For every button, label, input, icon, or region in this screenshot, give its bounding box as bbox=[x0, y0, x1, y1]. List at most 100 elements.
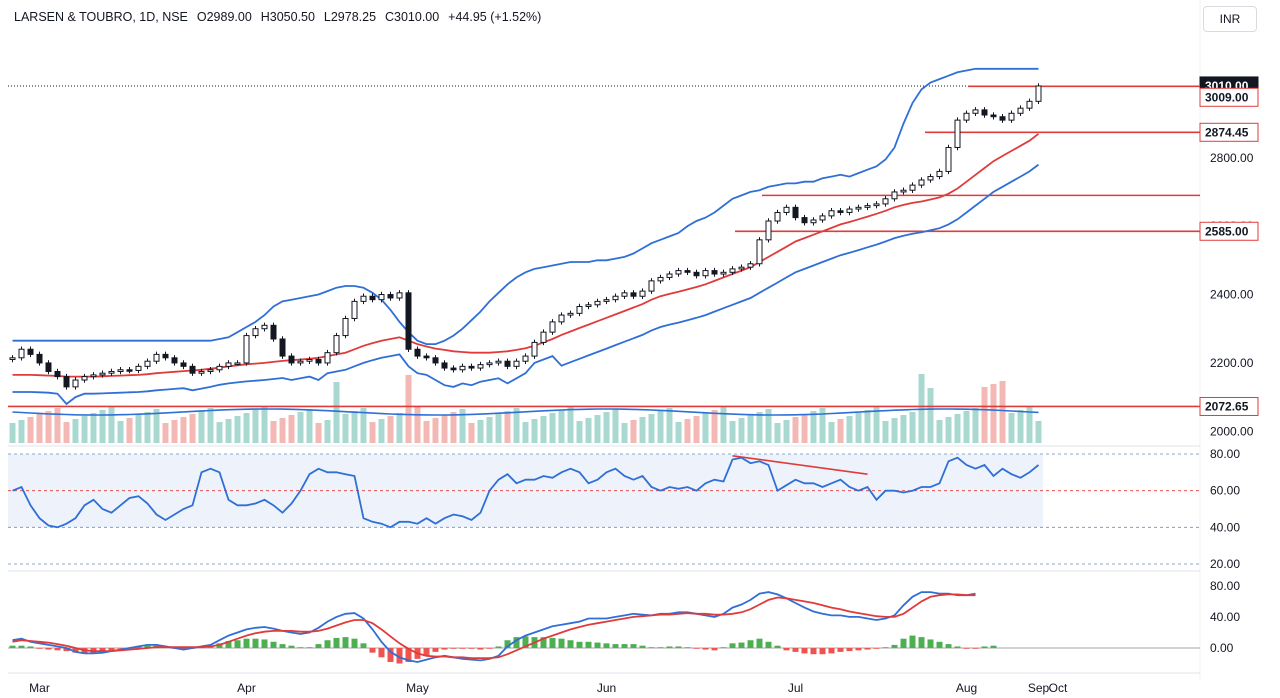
candle-body bbox=[522, 355, 529, 362]
candle-body bbox=[333, 335, 340, 354]
candle-body bbox=[45, 362, 52, 372]
macd-histogram-bar bbox=[738, 642, 745, 648]
candle-body bbox=[567, 312, 574, 316]
macd-histogram-bar bbox=[630, 644, 637, 648]
macd-histogram-bar bbox=[495, 646, 502, 648]
macd-histogram-bar bbox=[855, 648, 862, 651]
candle-body bbox=[729, 268, 736, 273]
candle-body bbox=[81, 376, 88, 381]
volume-bar bbox=[423, 421, 430, 443]
macd-histogram-bar bbox=[396, 648, 403, 664]
macd-histogram-bar bbox=[450, 648, 457, 649]
macd-histogram-bar bbox=[603, 643, 610, 648]
volume-bar bbox=[684, 419, 691, 443]
candle-body bbox=[972, 109, 979, 114]
candle-body bbox=[54, 370, 61, 378]
volume-bar bbox=[468, 423, 475, 443]
macd-histogram-bar bbox=[477, 648, 484, 650]
candle-body bbox=[774, 211, 781, 222]
candle-body bbox=[342, 317, 349, 337]
candle-body bbox=[405, 292, 412, 350]
candle-body bbox=[738, 266, 745, 270]
candle-body bbox=[468, 365, 475, 369]
volume-bar bbox=[378, 419, 385, 443]
candle-body bbox=[684, 270, 691, 273]
macd-histogram-bar bbox=[891, 644, 898, 648]
volume-bar bbox=[927, 388, 934, 443]
currency-button[interactable]: INR bbox=[1203, 6, 1257, 32]
ema-line bbox=[12, 133, 1040, 378]
volume-bar bbox=[486, 417, 493, 443]
change-value: +44.95 (+1.52%) bbox=[448, 10, 542, 24]
candle-body bbox=[594, 300, 601, 306]
volume-bar bbox=[693, 416, 700, 443]
candle-body bbox=[657, 276, 664, 282]
candle-body bbox=[324, 352, 331, 364]
macd-histogram-bar bbox=[990, 645, 997, 648]
volume-bar bbox=[594, 415, 601, 443]
price-tick-label: 2400.00 bbox=[1210, 288, 1254, 302]
volume-bar bbox=[315, 423, 322, 443]
volume-bar bbox=[837, 419, 844, 443]
low-value: L2978.25 bbox=[323, 10, 377, 24]
macd-histogram-bar bbox=[882, 647, 889, 648]
macd-histogram-bar bbox=[279, 644, 286, 648]
macd-histogram-bar bbox=[45, 648, 52, 650]
close-value: C3010.00 bbox=[385, 10, 440, 24]
candle-body bbox=[675, 270, 682, 275]
candle-body bbox=[243, 335, 250, 364]
volume-bar bbox=[144, 412, 151, 443]
open-value: O2989.00 bbox=[196, 10, 252, 24]
volume-bar bbox=[585, 418, 592, 443]
candle-body bbox=[792, 206, 799, 219]
volume-bar bbox=[63, 422, 70, 443]
volume-bar bbox=[135, 415, 142, 443]
candle-body bbox=[1017, 107, 1024, 114]
macd-histogram-bar bbox=[828, 648, 835, 654]
volume-bar bbox=[45, 411, 52, 443]
candle-body bbox=[711, 270, 718, 275]
macd-histogram-bar bbox=[315, 644, 322, 648]
volume-bar bbox=[513, 408, 520, 443]
volume-bar bbox=[882, 421, 889, 443]
volume-bar bbox=[27, 417, 34, 443]
macd-histogram-bar bbox=[702, 648, 709, 650]
volume-bar bbox=[846, 416, 853, 443]
macd-histogram-bar bbox=[684, 647, 691, 648]
macd-histogram-bar bbox=[720, 647, 727, 648]
macd-histogram-bar bbox=[18, 645, 25, 648]
volume-bar bbox=[396, 413, 403, 443]
volume-bar bbox=[711, 410, 718, 443]
macd-histogram-bar bbox=[468, 648, 475, 649]
candle-body bbox=[459, 365, 466, 371]
macd-histogram-bar bbox=[108, 648, 115, 651]
volume-bar bbox=[558, 410, 565, 443]
volume-bar bbox=[567, 407, 574, 443]
macd-tick-label: 80.00 bbox=[1210, 579, 1240, 593]
volume-bar bbox=[810, 411, 817, 443]
volume-bar bbox=[972, 408, 979, 443]
high-value: H3050.50 bbox=[260, 10, 315, 24]
volume-bar bbox=[828, 422, 835, 443]
volume-bar bbox=[171, 420, 178, 443]
x-tick-label: May bbox=[406, 681, 429, 695]
candle-body bbox=[306, 359, 313, 362]
macd-histogram-bar bbox=[558, 638, 565, 648]
macd-histogram-bar bbox=[756, 638, 763, 648]
rsi-tick-label: 80.00 bbox=[1210, 447, 1240, 461]
volume-bar bbox=[369, 422, 376, 443]
candle-body bbox=[450, 367, 457, 371]
candle-body bbox=[207, 369, 214, 372]
candle-body bbox=[873, 203, 880, 207]
volume-bar bbox=[387, 416, 394, 443]
x-tick-label: Apr bbox=[237, 681, 256, 695]
candle-body bbox=[612, 295, 619, 301]
candle-body bbox=[990, 114, 997, 118]
macd-histogram-bar bbox=[585, 641, 592, 648]
candle-body bbox=[846, 208, 853, 213]
candle-body bbox=[882, 198, 889, 205]
candle-body bbox=[252, 328, 259, 337]
volume-bar bbox=[954, 414, 961, 443]
macd-histogram-bar bbox=[972, 648, 979, 649]
